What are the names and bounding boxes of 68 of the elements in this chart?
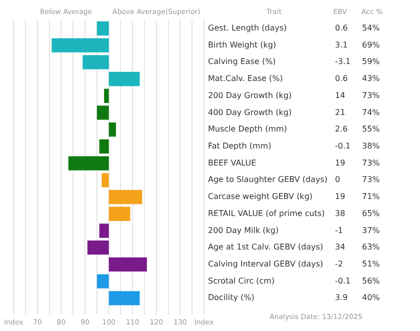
y-tick-label: 200 Day Growth (kg) — [208, 90, 292, 100]
y-tick-label: Carcase weight GEBV (kg) — [208, 192, 313, 202]
text: 74% — [362, 108, 380, 117]
text: 73% — [362, 90, 380, 100]
text: 3.9 — [335, 293, 348, 302]
bar — [108, 72, 140, 86]
bar — [87, 240, 109, 255]
y-tick-label: Muscle Depth (mm) — [208, 124, 287, 134]
text: 0.6 — [335, 24, 348, 33]
bar — [99, 224, 109, 238]
text: 65% — [362, 208, 380, 218]
text: 43% — [362, 74, 380, 84]
text: -1 — [335, 226, 343, 235]
text: 73% — [362, 175, 380, 184]
bar — [68, 156, 109, 170]
text: 63% — [362, 242, 380, 252]
y-tick-label: Age to Slaughter GEBV (days) — [208, 175, 328, 184]
bar — [108, 206, 130, 221]
text: 19 — [335, 158, 346, 168]
bar — [82, 55, 109, 70]
text: 19 — [335, 192, 346, 202]
text: 0.6 — [335, 74, 348, 84]
bar — [96, 274, 109, 288]
y-tick-label: Birth Weight (kg) — [208, 40, 276, 50]
bar — [102, 173, 109, 188]
y-tick-label: Fat Depth (mm) — [208, 142, 272, 151]
text: 51% — [362, 260, 380, 269]
text: 56% — [362, 276, 380, 286]
bar — [96, 21, 109, 36]
text: -3.1 — [335, 57, 351, 66]
y-tick-label: Docility (%) — [208, 293, 254, 302]
text: 69% — [362, 40, 380, 50]
text: 73% — [362, 158, 380, 168]
bar — [108, 291, 140, 306]
text: -0.1 — [335, 142, 351, 151]
text: 38 — [335, 208, 346, 218]
y-tick-label: Calving Interval GEBV (days) — [208, 260, 324, 269]
text: 38% — [362, 142, 380, 151]
text: 2.6 — [335, 124, 348, 134]
y-tick-label: Gest. Length (days) — [208, 24, 287, 33]
bar — [52, 38, 109, 52]
y-tick-label: Age at 1st Calv. GEBV (days) — [208, 242, 324, 252]
y-tick-label: Scrotal Circ (cm) — [208, 276, 275, 286]
bar — [99, 139, 109, 154]
y-tick-label: 200 Day Milk (kg) — [208, 226, 279, 235]
text: 54% — [362, 24, 380, 33]
bar — [108, 257, 147, 272]
text: 59% — [362, 57, 380, 66]
text: -0.1 — [335, 276, 351, 286]
text: 71% — [362, 192, 380, 202]
text: 21 — [335, 108, 346, 117]
bar — [108, 190, 142, 204]
text: -2 — [335, 260, 343, 269]
text: 0 — [335, 175, 340, 184]
text: 34 — [335, 242, 346, 252]
text: 40% — [362, 293, 380, 302]
bar — [104, 88, 109, 103]
y-tick-label: RETAIL VALUE (of prime cuts) — [208, 208, 325, 218]
text: 3.1 — [335, 40, 348, 50]
text: 14 — [335, 90, 346, 100]
bar — [96, 106, 109, 120]
y-tick-label: BEEF VALUE — [208, 158, 256, 168]
y-tick-label: Calving Ease (%) — [208, 57, 276, 66]
text: 37% — [362, 226, 380, 235]
y-tick-label: Mat.Calv. Ease (%) — [208, 74, 283, 84]
text: 55% — [362, 124, 380, 134]
y-tick-label: 400 Day Growth (kg) — [208, 108, 292, 117]
bar — [108, 122, 116, 137]
